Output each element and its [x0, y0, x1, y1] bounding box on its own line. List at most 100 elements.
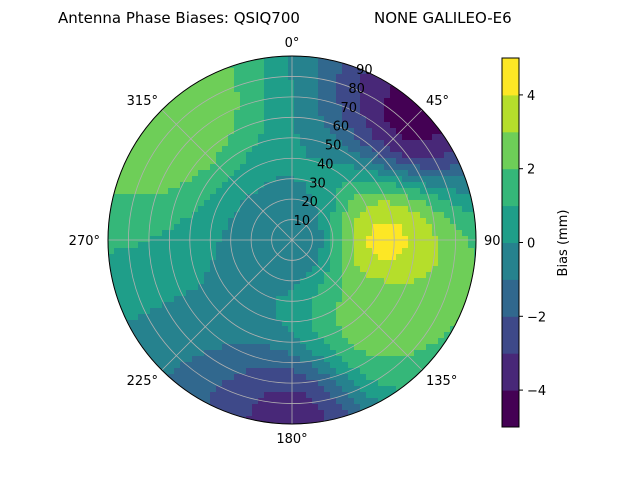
contour-cell — [264, 98, 271, 105]
contour-cell — [324, 404, 331, 411]
contour-cell — [288, 362, 295, 369]
contour-cell — [336, 158, 343, 165]
contour-cell — [198, 248, 205, 255]
contour-cell — [180, 206, 187, 213]
contour-cell — [408, 224, 415, 231]
contour-cell — [210, 206, 217, 213]
contour-cell — [384, 236, 391, 243]
contour-cell — [168, 338, 175, 345]
contour-cell — [414, 122, 421, 129]
contour-cell — [204, 362, 211, 369]
contour-cell — [420, 212, 427, 219]
contour-cell — [450, 272, 457, 279]
contour-cell — [324, 206, 331, 213]
contour-cell — [246, 362, 253, 369]
contour-cell — [336, 248, 343, 255]
contour-cell — [258, 194, 265, 201]
contour-cell — [438, 242, 445, 249]
contour-cell — [198, 392, 205, 399]
contour-cell — [426, 128, 433, 135]
contour-cell — [324, 80, 331, 87]
contour-cell — [186, 362, 193, 369]
contour-cell — [210, 134, 217, 141]
contour-cell — [234, 314, 241, 321]
contour-cell — [234, 194, 241, 201]
contour-cell — [252, 422, 259, 424]
contour-cell — [192, 200, 199, 207]
contour-cell — [300, 326, 307, 333]
contour-cell — [234, 74, 241, 81]
contour-cell — [456, 200, 463, 207]
contour-cell — [360, 266, 367, 273]
contour-cell — [132, 152, 139, 159]
contour-cell — [198, 380, 205, 387]
contour-cell — [456, 290, 463, 297]
contour-cell — [294, 128, 301, 135]
contour-cell — [288, 170, 295, 177]
contour-cell — [234, 212, 241, 219]
contour-cell — [144, 152, 151, 159]
contour-cell — [360, 380, 367, 387]
contour-cell — [318, 176, 325, 183]
contour-cell — [192, 236, 199, 243]
contour-cell — [264, 86, 271, 93]
contour-cell — [360, 290, 367, 297]
contour-cell — [270, 146, 277, 153]
contour-cell — [396, 80, 403, 87]
contour-cell — [258, 128, 265, 135]
contour-cell — [198, 92, 205, 99]
contour-cell — [222, 230, 229, 237]
contour-cell — [390, 302, 397, 309]
contour-cell — [300, 314, 307, 321]
contour-cell — [186, 176, 193, 183]
contour-cell — [276, 206, 283, 213]
contour-cell — [306, 80, 313, 87]
radial-tick-label: 70 — [340, 101, 357, 116]
contour-cell — [222, 176, 229, 183]
contour-cell — [378, 194, 385, 201]
contour-cell — [276, 296, 283, 303]
contour-cell — [366, 392, 373, 399]
contour-cell — [438, 278, 445, 285]
contour-cell — [330, 362, 337, 369]
contour-cell — [324, 284, 331, 291]
contour-cell — [126, 290, 133, 297]
contour-cell — [294, 56, 301, 63]
contour-cell — [312, 350, 319, 357]
contour-cell — [210, 152, 217, 159]
contour-cell — [282, 164, 289, 171]
contour-cell — [246, 332, 253, 339]
contour-cell — [210, 386, 217, 393]
contour-cell — [276, 122, 283, 129]
contour-cell — [390, 380, 397, 387]
contour-cell — [120, 284, 127, 291]
contour-cell — [306, 200, 313, 207]
contour-cell — [348, 122, 355, 129]
contour-cell — [258, 368, 265, 375]
contour-cell — [348, 356, 355, 363]
contour-cell — [366, 296, 373, 303]
contour-cell — [180, 380, 187, 387]
contour-cell — [276, 146, 283, 153]
contour-cell — [204, 308, 211, 315]
contour-cell — [126, 242, 133, 249]
contour-cell — [270, 182, 277, 189]
contour-cell — [300, 350, 307, 357]
contour-cell — [324, 392, 331, 399]
contour-cell — [258, 176, 265, 183]
contour-cell — [180, 200, 187, 207]
contour-cell — [360, 182, 367, 189]
contour-cell — [240, 194, 247, 201]
contour-cell — [336, 404, 343, 411]
contour-cell — [468, 272, 475, 279]
contour-cell — [144, 314, 151, 321]
contour-cell — [318, 152, 325, 159]
contour-cell — [222, 248, 229, 255]
contour-cell — [378, 290, 385, 297]
contour-cell — [390, 188, 397, 195]
contour-cell — [294, 290, 301, 297]
contour-cell — [444, 248, 451, 255]
contour-cell — [390, 272, 397, 279]
contour-cell — [312, 140, 319, 147]
contour-cell — [300, 200, 307, 207]
